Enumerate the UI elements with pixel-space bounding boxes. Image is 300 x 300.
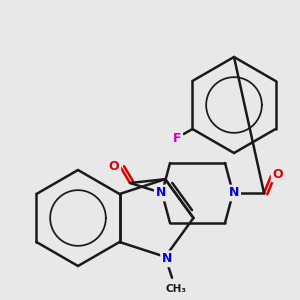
Text: N: N (162, 252, 172, 265)
Text: CH₃: CH₃ (165, 284, 186, 294)
Text: N: N (229, 187, 239, 200)
Text: N: N (156, 187, 166, 200)
Text: F: F (172, 131, 181, 145)
Text: O: O (109, 160, 119, 172)
Text: O: O (273, 167, 283, 181)
